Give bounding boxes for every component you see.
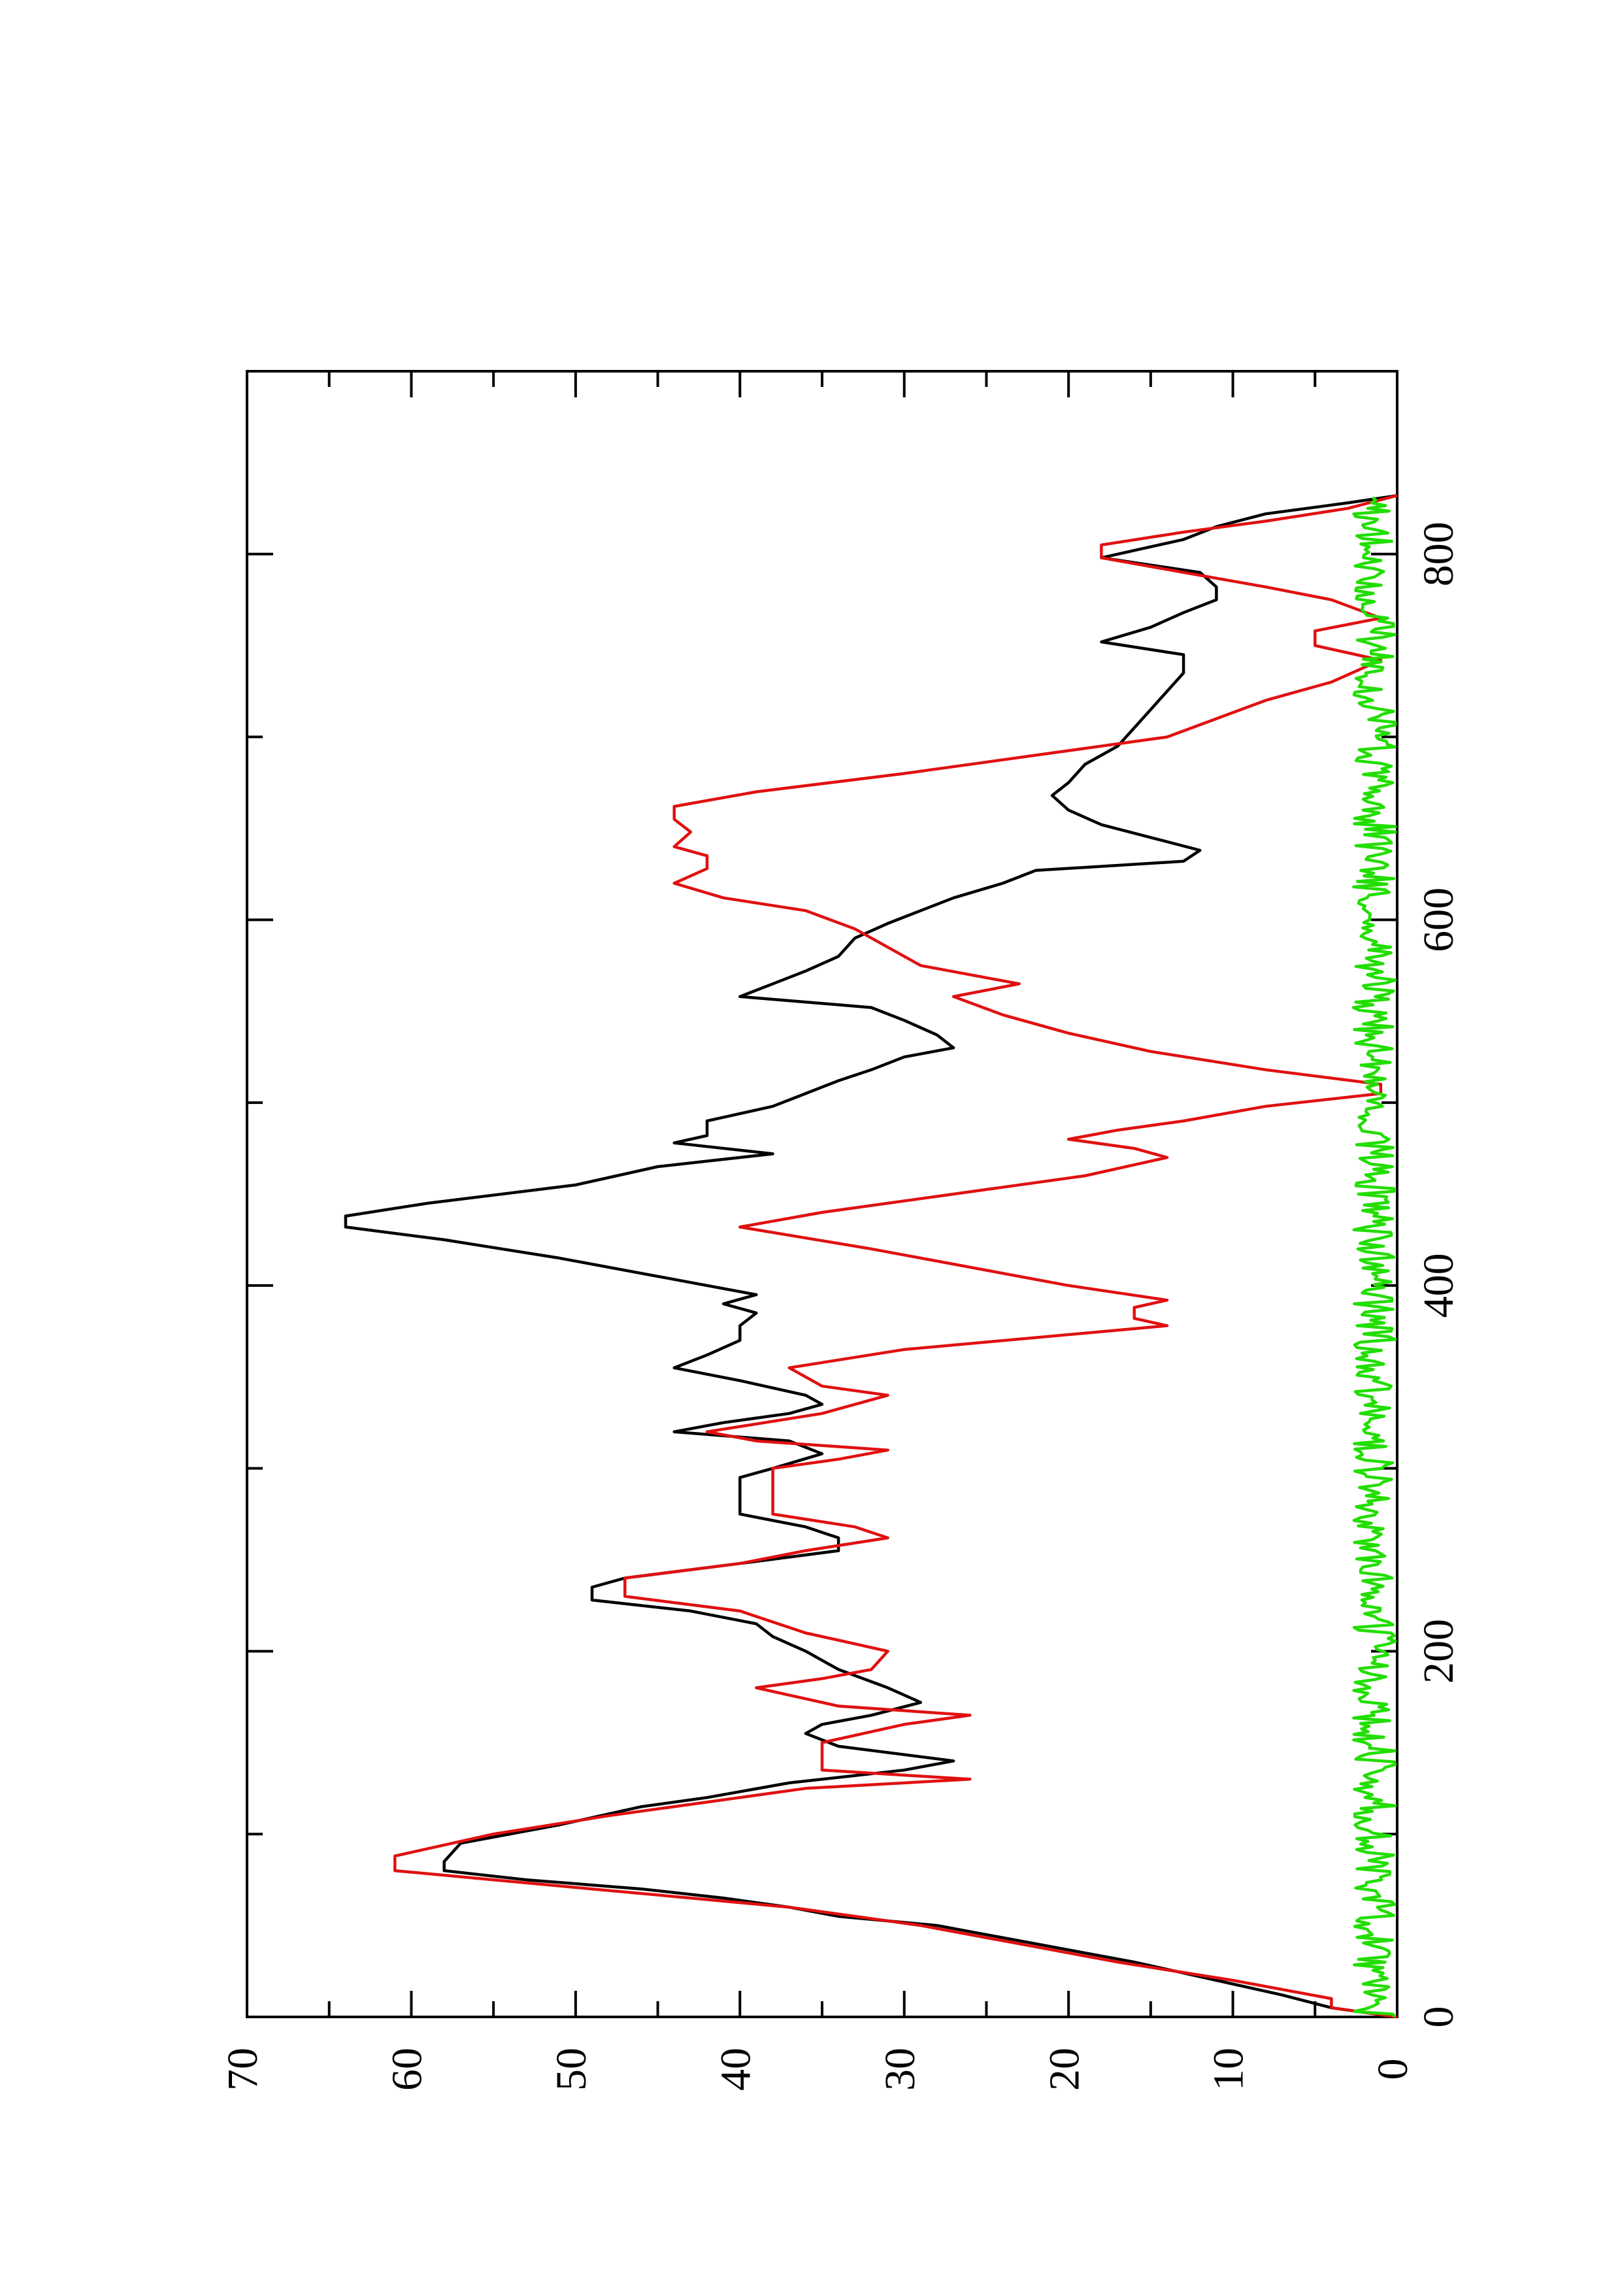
series-line-1 [344, 493, 1398, 2019]
series-layer [344, 493, 1398, 2019]
y-tick-label: 30 [876, 2048, 924, 2091]
x-tick-label: 0 [1415, 2006, 1463, 2028]
y-tick-label: 60 [384, 2048, 431, 2091]
y-tick-label: 70 [219, 2048, 267, 2091]
ticks-layer [246, 371, 1398, 2018]
series-line-2 [393, 494, 1398, 2019]
y-tick-label: 50 [548, 2048, 595, 2091]
x-tick-label: 200 [1415, 1619, 1463, 1684]
y-tick-label: 10 [1205, 2048, 1253, 2091]
x-tick-label: 600 [1415, 888, 1463, 952]
tick-labels-layer: 0 200 400 600 800 0 10 20 30 40 50 60 70 [219, 522, 1463, 2091]
y-tick-label: 20 [1040, 2048, 1088, 2091]
series-line-3 [1351, 496, 1397, 2018]
x-tick-label: 800 [1415, 522, 1463, 586]
y-tick-label: 0 [1369, 2059, 1417, 2080]
x-tick-label: 400 [1415, 1253, 1463, 1318]
y-tick-label: 40 [712, 2048, 759, 2091]
